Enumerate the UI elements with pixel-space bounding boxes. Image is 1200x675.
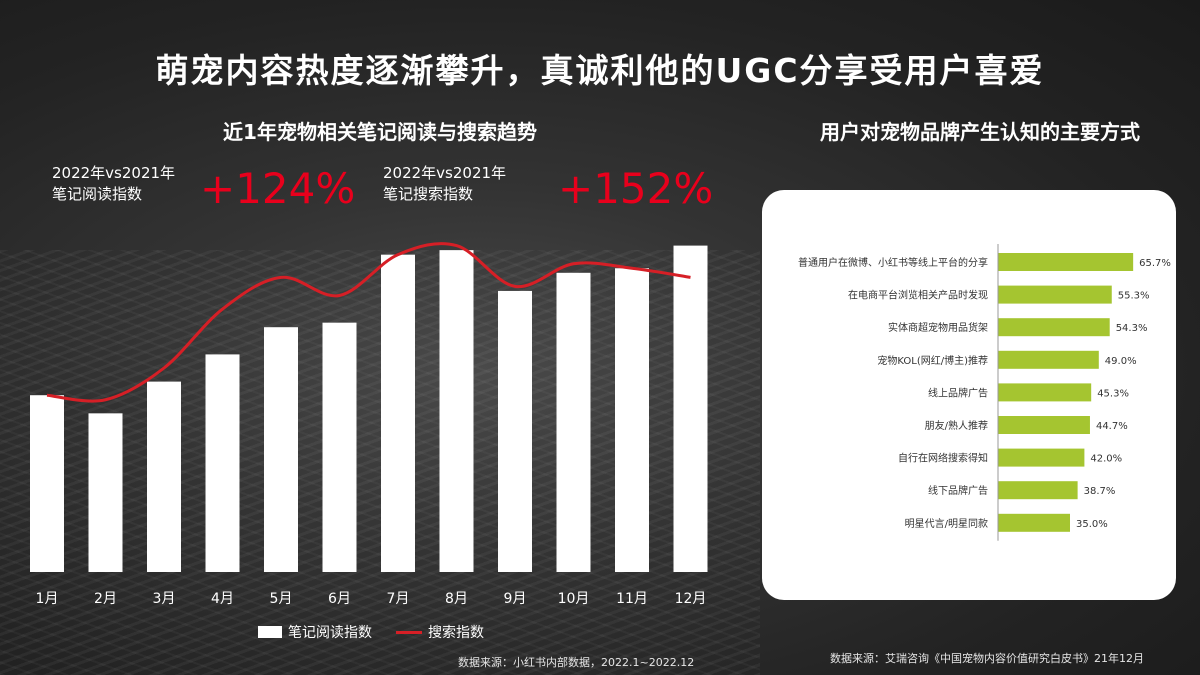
channel-bar <box>998 448 1085 467</box>
read-index-bar <box>88 413 123 572</box>
left-source-note: 数据来源：小红书内部数据，2022.1~2022.12 <box>458 656 695 669</box>
read-index-bar <box>30 395 64 572</box>
channel-chart: 普通用户在微博、小红书等线上平台的分享 65.7% 在电商平台浏览相关产品时发现 55… <box>798 244 1171 541</box>
channel-value-label: 35.0% <box>1076 519 1108 530</box>
channel-value-label: 42.0% <box>1090 454 1122 465</box>
read-index-bar <box>673 245 708 572</box>
channel-value-label: 65.7% <box>1139 258 1171 269</box>
channel-chart-card: 普通用户在微博、小红书等线上平台的分享 65.7% 在电商平台浏览相关产品时发现 55… <box>762 190 1176 600</box>
month-tick-label: 1月 <box>36 591 59 607</box>
month-tick-label: 4月 <box>211 591 234 607</box>
channel-bar <box>998 513 1070 532</box>
channel-bar <box>998 285 1112 304</box>
channel-label: 普通用户在微博、小红书等线上平台的分享 <box>798 256 988 269</box>
month-tick-label: 7月 <box>387 591 410 607</box>
month-tick-label: 2月 <box>94 591 117 607</box>
page-title: 萌宠内容热度逐渐攀升，真诚利他的UGC分享受用户喜爱 <box>155 51 1045 90</box>
kpi-search-label: 2022年vs2021年 笔记搜索指数 <box>383 163 506 205</box>
month-tick-label: 6月 <box>328 591 351 607</box>
channel-value-label: 38.7% <box>1084 486 1116 497</box>
channel-label: 自行在网络搜索得知 <box>898 452 988 465</box>
kpi-search-value: +152% <box>558 164 714 213</box>
kpi-read-label: 2022年vs2021年 笔记阅读指数 <box>52 163 175 205</box>
read-index-bar <box>615 268 649 572</box>
month-tick-label: 3月 <box>153 591 176 607</box>
read-index-bar <box>264 327 298 572</box>
right-source-note: 数据来源：艾瑞咨询《中国宠物内容价值研究白皮书》21年12月 <box>830 652 1144 665</box>
month-tick-label: 9月 <box>504 591 527 607</box>
trend-chart: 1月 2月 3月 4月 5月 6月 7月 8月 9月 10月 11月 12月 <box>30 242 708 607</box>
right-chart-title: 用户对宠物品牌产生认知的主要方式 <box>820 120 1140 144</box>
channel-value-label: 45.3% <box>1097 388 1129 399</box>
month-tick-label: 8月 <box>445 591 468 607</box>
legend-bar-swatch <box>258 626 282 638</box>
kpi-read-label-line1: 2022年vs2021年 <box>52 164 176 182</box>
kpi-search-label-line2: 笔记搜索指数 <box>383 185 474 203</box>
month-tick-label: 11月 <box>616 591 648 607</box>
month-tick-label: 5月 <box>270 591 293 607</box>
legend-line-label: 搜索指数 <box>428 625 484 641</box>
channel-value-label: 49.0% <box>1105 356 1137 367</box>
channel-value-label: 44.7% <box>1096 421 1128 432</box>
read-index-bar <box>205 354 240 572</box>
read-index-bar <box>381 254 415 572</box>
search-index-line <box>46 242 691 403</box>
channel-bar <box>998 253 1134 271</box>
read-index-bar <box>439 250 474 572</box>
legend-bar-label: 笔记阅读指数 <box>288 625 372 641</box>
channel-label: 朋友/熟人推荐 <box>925 419 988 432</box>
read-index-bar <box>498 290 532 572</box>
channel-label: 明星代言/明星同款 <box>905 517 988 530</box>
read-index-bar <box>147 381 181 572</box>
channel-label: 实体商超宠物用品货架 <box>888 321 988 334</box>
channel-bar <box>998 350 1099 369</box>
trend-legend: 笔记阅读指数 搜索指数 <box>258 622 484 642</box>
channel-bar <box>998 318 1110 337</box>
month-tick-label: 10月 <box>558 591 590 607</box>
channel-label: 宠物KOL(网红/博主)推荐 <box>877 354 988 367</box>
read-index-bar <box>556 272 591 572</box>
channel-bar <box>998 416 1090 434</box>
channel-label: 在电商平台浏览相关产品时发现 <box>848 289 988 302</box>
channel-value-label: 54.3% <box>1116 323 1148 334</box>
channel-label: 线下品牌广告 <box>928 484 988 497</box>
kpi-read-label-line2: 笔记阅读指数 <box>52 185 143 203</box>
channel-bar <box>998 383 1092 402</box>
month-tick-label: 12月 <box>675 591 707 607</box>
channel-bar <box>998 481 1078 500</box>
channel-value-label: 55.3% <box>1118 291 1150 302</box>
read-index-bar <box>322 322 357 572</box>
left-chart-title: 近1年宠物相关笔记阅读与搜索趋势 <box>223 120 537 144</box>
kpi-read-value: +124% <box>200 164 356 213</box>
kpi-search-label-line1: 2022年vs2021年 <box>383 164 507 182</box>
legend-line-swatch <box>396 630 422 634</box>
channel-label: 线上品牌广告 <box>928 386 988 399</box>
